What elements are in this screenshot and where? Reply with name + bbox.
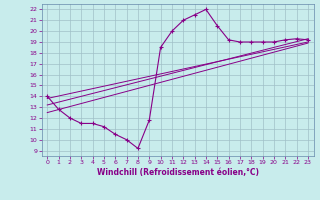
X-axis label: Windchill (Refroidissement éolien,°C): Windchill (Refroidissement éolien,°C) <box>97 168 259 177</box>
